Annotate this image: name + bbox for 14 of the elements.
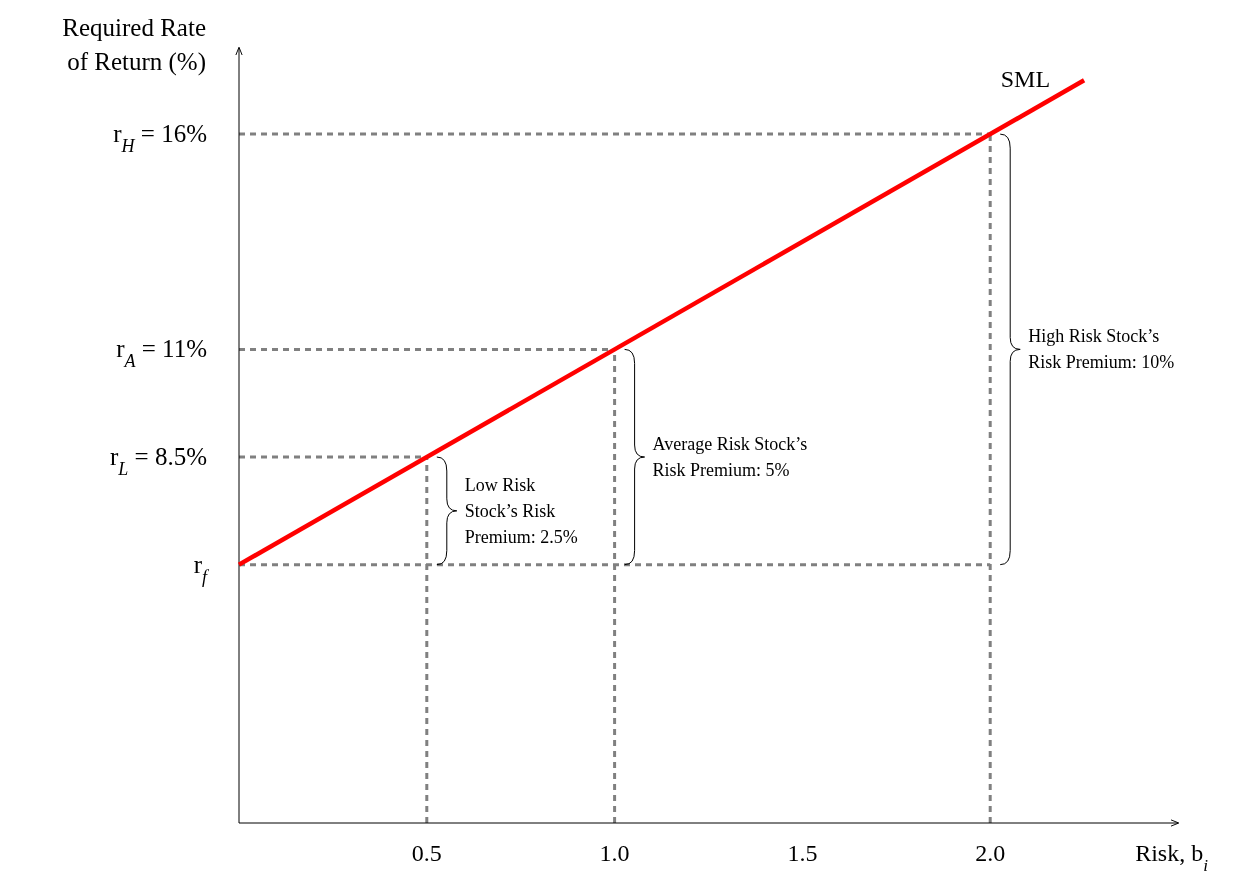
x-tick-label: 0.5 <box>411 840 442 866</box>
x-tick-label: 2.0 <box>975 840 1006 866</box>
annotation: High Risk Stock’s Risk Premium: 10% <box>1028 326 1175 373</box>
y-tick-label: r$_{A}$ = 11% <box>116 335 207 372</box>
y-tick-label: r$_{f}$ <box>193 550 210 587</box>
y-axis-title: Required Rate of Return (%) <box>62 14 206 76</box>
series-label: SML <box>1000 66 1051 93</box>
y-tick-label: r$_{L}$ = 8.5% <box>109 443 207 480</box>
x-axis-title: Risk, b$_{i}$ <box>1135 840 1209 875</box>
x-tick-label: 1.0 <box>599 840 630 866</box>
annotation: Low Risk Stock’s Risk Premium: 2.5% <box>464 474 578 547</box>
x-tick-label: 1.5 <box>787 840 818 866</box>
annotation: Average Risk Stock’s Risk Premium: 5% <box>652 434 808 481</box>
y-tick-label: r$_{H}$ = 16% <box>113 120 207 157</box>
